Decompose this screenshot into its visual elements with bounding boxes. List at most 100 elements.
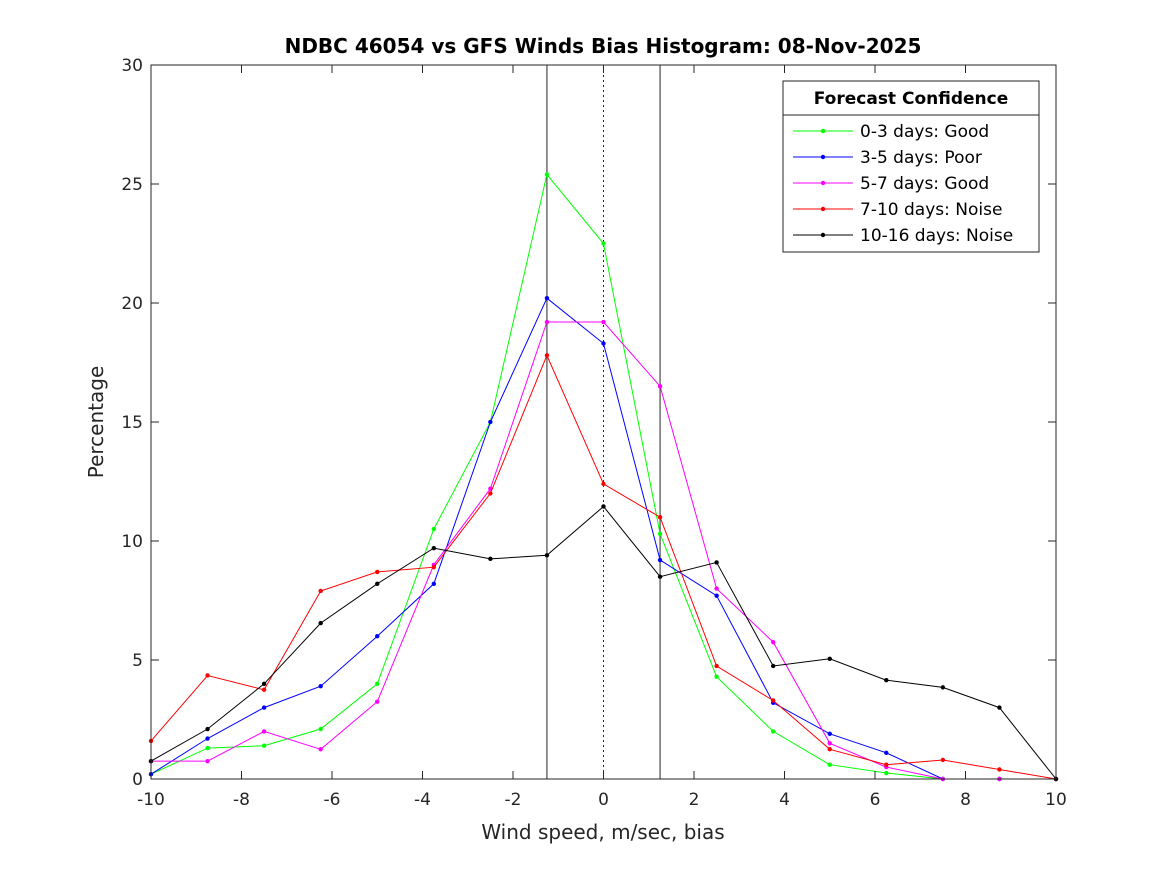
data-point-5-7-days-good-2: [261, 729, 267, 734]
data-point-5-7-days-good-4: [375, 699, 380, 704]
data-point-3-5-days-poor-1: [205, 736, 210, 741]
data-point-7-10-days-noise-3: [318, 588, 323, 594]
data-point-7-10-days-noise-2: [261, 687, 267, 692]
legend-swatch-marker: [820, 232, 826, 238]
data-point-5-7-days-good-11: [770, 639, 776, 645]
data-point-5-7-days-good-12: [827, 741, 832, 746]
data-point-7-10-days-noise-5: [431, 564, 437, 570]
x-tick-label: 8: [960, 790, 971, 810]
data-point-10-16-days-noise-10: [714, 560, 719, 565]
x-axis-label: Wind speed, m/sec, bias: [481, 820, 724, 844]
x-tick-label: -8: [233, 790, 250, 810]
series-10-16-days-noise: [148, 504, 1059, 782]
data-point-3-5-days-poor-2: [261, 705, 267, 710]
data-point-10-16-days-noise-8: [601, 504, 606, 509]
data-point-0-3-days-good-5: [431, 526, 437, 532]
data-point-10-16-days-noise-13: [884, 678, 889, 683]
data-point-10-16-days-noise-14: [940, 685, 946, 690]
legend-label: 7-10 days: Noise: [860, 200, 1002, 220]
data-point-3-5-days-poor-5: [431, 581, 437, 587]
legend-entry-3-5-days-poor: 3-5 days: Poor: [793, 148, 982, 168]
data-point-3-5-days-poor-6: [488, 419, 493, 425]
series-0-3-days-good: [148, 172, 1059, 782]
data-point-3-5-days-poor-9: [657, 557, 663, 563]
legend-swatch-marker: [820, 154, 826, 160]
data-point-0-3-days-good-12: [827, 762, 832, 767]
legend-entry-5-7-days-good: 5-7 days: Good: [793, 174, 989, 194]
legend-entry-10-16-days-noise: 10-16 days: Noise: [793, 226, 1013, 246]
legend: Forecast Confidence 0-3 days: Good 3-5 da…: [782, 80, 1040, 253]
data-point-3-5-days-poor-12: [827, 731, 832, 736]
ticks-layer: -10 -8 -6 -4 -2 0 2 4 6 8 10 0 5 10 15 20 25 30: [121, 56, 1066, 810]
data-point-5-7-days-good-10: [714, 586, 719, 591]
data-point-0-3-days-good-3: [318, 726, 323, 732]
x-tick-label: -10: [137, 790, 165, 810]
x-tick-label: 6: [870, 790, 881, 810]
legend-label: 5-7 days: Good: [860, 174, 989, 194]
legend-entry-0-3-days-good: 0-3 days: Good: [793, 122, 989, 142]
data-point-3-5-days-poor-8: [601, 341, 606, 346]
data-point-7-10-days-noise-10: [714, 663, 719, 669]
x-tick-label: 2: [689, 790, 700, 810]
data-point-10-16-days-noise-6: [488, 556, 493, 562]
y-tick-label: 5: [132, 651, 143, 671]
data-point-7-10-days-noise-7: [544, 353, 550, 358]
data-point-3-5-days-poor-7: [544, 296, 550, 301]
data-point-0-3-days-good-13: [884, 770, 889, 776]
data-point-0-3-days-good-10: [714, 674, 719, 679]
x-tick-label: -4: [414, 790, 431, 810]
data-point-10-16-days-noise-1: [205, 726, 210, 732]
legend-label: 0-3 days: Good: [860, 122, 989, 142]
x-tick-label: 4: [779, 790, 790, 810]
data-point-5-7-days-good-9: [657, 384, 663, 389]
data-point-0-3-days-good-7: [544, 172, 550, 177]
data-point-7-10-days-noise-9: [657, 515, 663, 520]
data-point-7-10-days-noise-15: [997, 767, 1002, 772]
y-tick-label: 30: [121, 56, 143, 76]
data-point-10-16-days-noise-7: [544, 553, 550, 558]
legend-label: 10-16 days: Noise: [860, 226, 1013, 246]
vertical-reference-lines: [546, 65, 661, 779]
data-point-10-16-days-noise-12: [827, 656, 832, 662]
x-tick-label: 0: [598, 790, 609, 810]
y-axis-label: Percentage: [84, 366, 108, 479]
data-point-10-16-days-noise-3: [318, 620, 323, 626]
data-point-0-3-days-good-4: [375, 681, 380, 686]
data-point-10-16-days-noise-2: [261, 681, 267, 686]
legend-entry-7-10-days-noise: 7-10 days: Noise: [793, 200, 1002, 220]
chart-title: NDBC 46054 vs GFS Winds Bias Histogram: …: [285, 34, 922, 58]
data-point-0-3-days-good-8: [601, 241, 606, 246]
data-point-3-5-days-poor-10: [714, 593, 719, 598]
y-tick-label: 25: [121, 175, 143, 195]
data-point-7-10-days-noise-11: [770, 698, 776, 703]
y-tick-label: 20: [121, 294, 143, 314]
data-point-0-3-days-good-11: [770, 729, 776, 734]
legend-box: [782, 80, 1040, 253]
y-tick-label: 15: [121, 413, 143, 433]
legend-swatch-marker: [820, 206, 826, 212]
data-point-0-3-days-good-2: [261, 743, 267, 748]
data-point-5-7-days-good-7: [544, 319, 550, 325]
legend-entries: 0-3 days: Good 3-5 days: Poor 5-7 days: Go…: [793, 122, 1013, 246]
data-point-7-10-days-noise-12: [827, 747, 832, 752]
data-point-7-10-days-noise-14: [940, 757, 946, 763]
data-point-0-3-days-good-1: [205, 745, 210, 751]
data-point-7-10-days-noise-4: [375, 569, 380, 575]
data-point-7-10-days-noise-8: [601, 481, 606, 487]
data-point-3-5-days-poor-13: [884, 750, 889, 756]
series-layer: [148, 172, 1059, 782]
data-point-3-5-days-poor-4: [375, 634, 380, 639]
data-point-5-7-days-good-8: [601, 319, 606, 325]
data-point-7-10-days-noise-13: [884, 762, 889, 767]
data-point-0-3-days-good-9: [657, 531, 663, 537]
data-point-10-16-days-noise-9: [657, 574, 663, 579]
data-point-7-10-days-noise-1: [205, 673, 210, 678]
y-tick-label: 10: [121, 532, 143, 552]
y-tick-label: 0: [132, 770, 143, 790]
plot-frame: [150, 64, 1057, 780]
x-tick-label: -6: [324, 790, 341, 810]
data-point-5-7-days-good-1: [205, 758, 210, 764]
data-point-10-16-days-noise-5: [431, 545, 437, 551]
legend-swatch-marker: [820, 128, 826, 134]
